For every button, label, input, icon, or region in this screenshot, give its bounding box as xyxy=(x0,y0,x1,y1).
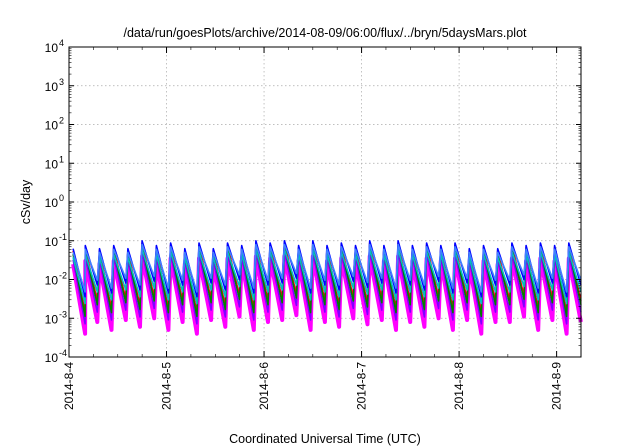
x-axis: 2014-8-4 2014-8-5 2014-8-6 2014-8-7 2014-8-8… xyxy=(62,47,564,410)
y-tick-base: 10 xyxy=(45,41,59,55)
y-tick-label: 10 4 xyxy=(45,38,64,55)
y-tick-base: 10 xyxy=(45,312,59,326)
y-tick-exponent: 4 xyxy=(59,38,64,48)
y-tick-label: 10 0 xyxy=(45,193,64,210)
x-axis-label: Coordinated Universal Time (UTC) xyxy=(229,432,421,446)
x-tick-label: 2014-8-7 xyxy=(355,362,369,410)
y-tick-base: 10 xyxy=(45,119,59,133)
x-tick-label: 2014-8-6 xyxy=(257,362,271,410)
y-tick-label: 10 3 xyxy=(45,77,64,94)
y-tick-base: 10 xyxy=(45,235,59,249)
chart-title: /data/run/goesPlots/archive/2014-08-09/0… xyxy=(123,26,527,40)
series-line xyxy=(72,243,582,293)
x-tick-label: 2014-8-4 xyxy=(62,362,76,410)
y-tick-exponent: -4 xyxy=(59,348,67,358)
y-tick-base: 10 xyxy=(45,351,59,365)
y-tick-label: 10 2 xyxy=(45,116,64,133)
y-tick-base: 10 xyxy=(45,157,59,171)
y-tick-label: 10 1 xyxy=(45,154,64,171)
y-tick-exponent: -2 xyxy=(59,271,67,281)
y-tick-base: 10 xyxy=(45,274,59,288)
series-layer xyxy=(71,240,583,336)
x-tick-label: 2014-8-8 xyxy=(452,362,466,410)
y-tick-exponent: -1 xyxy=(59,232,67,242)
x-tick-label: 2014-8-9 xyxy=(550,362,564,410)
y-tick-base: 10 xyxy=(45,80,59,94)
y-tick-label: 10 -1 xyxy=(45,232,67,249)
y-tick-exponent: 3 xyxy=(59,77,64,87)
y-tick-label: 10 -2 xyxy=(45,271,67,288)
x-tick-label: 2014-8-5 xyxy=(160,362,174,410)
y-tick-exponent: -3 xyxy=(59,309,67,319)
y-tick-exponent: 0 xyxy=(59,193,64,203)
y-tick-base: 10 xyxy=(45,196,59,210)
y-tick-exponent: 1 xyxy=(59,154,64,164)
y-tick-label: 10 -4 xyxy=(45,348,67,365)
y-tick-label: 10 -3 xyxy=(45,309,67,326)
y-axis-label: cSv/day xyxy=(19,179,33,224)
y-tick-exponent: 2 xyxy=(59,116,64,126)
